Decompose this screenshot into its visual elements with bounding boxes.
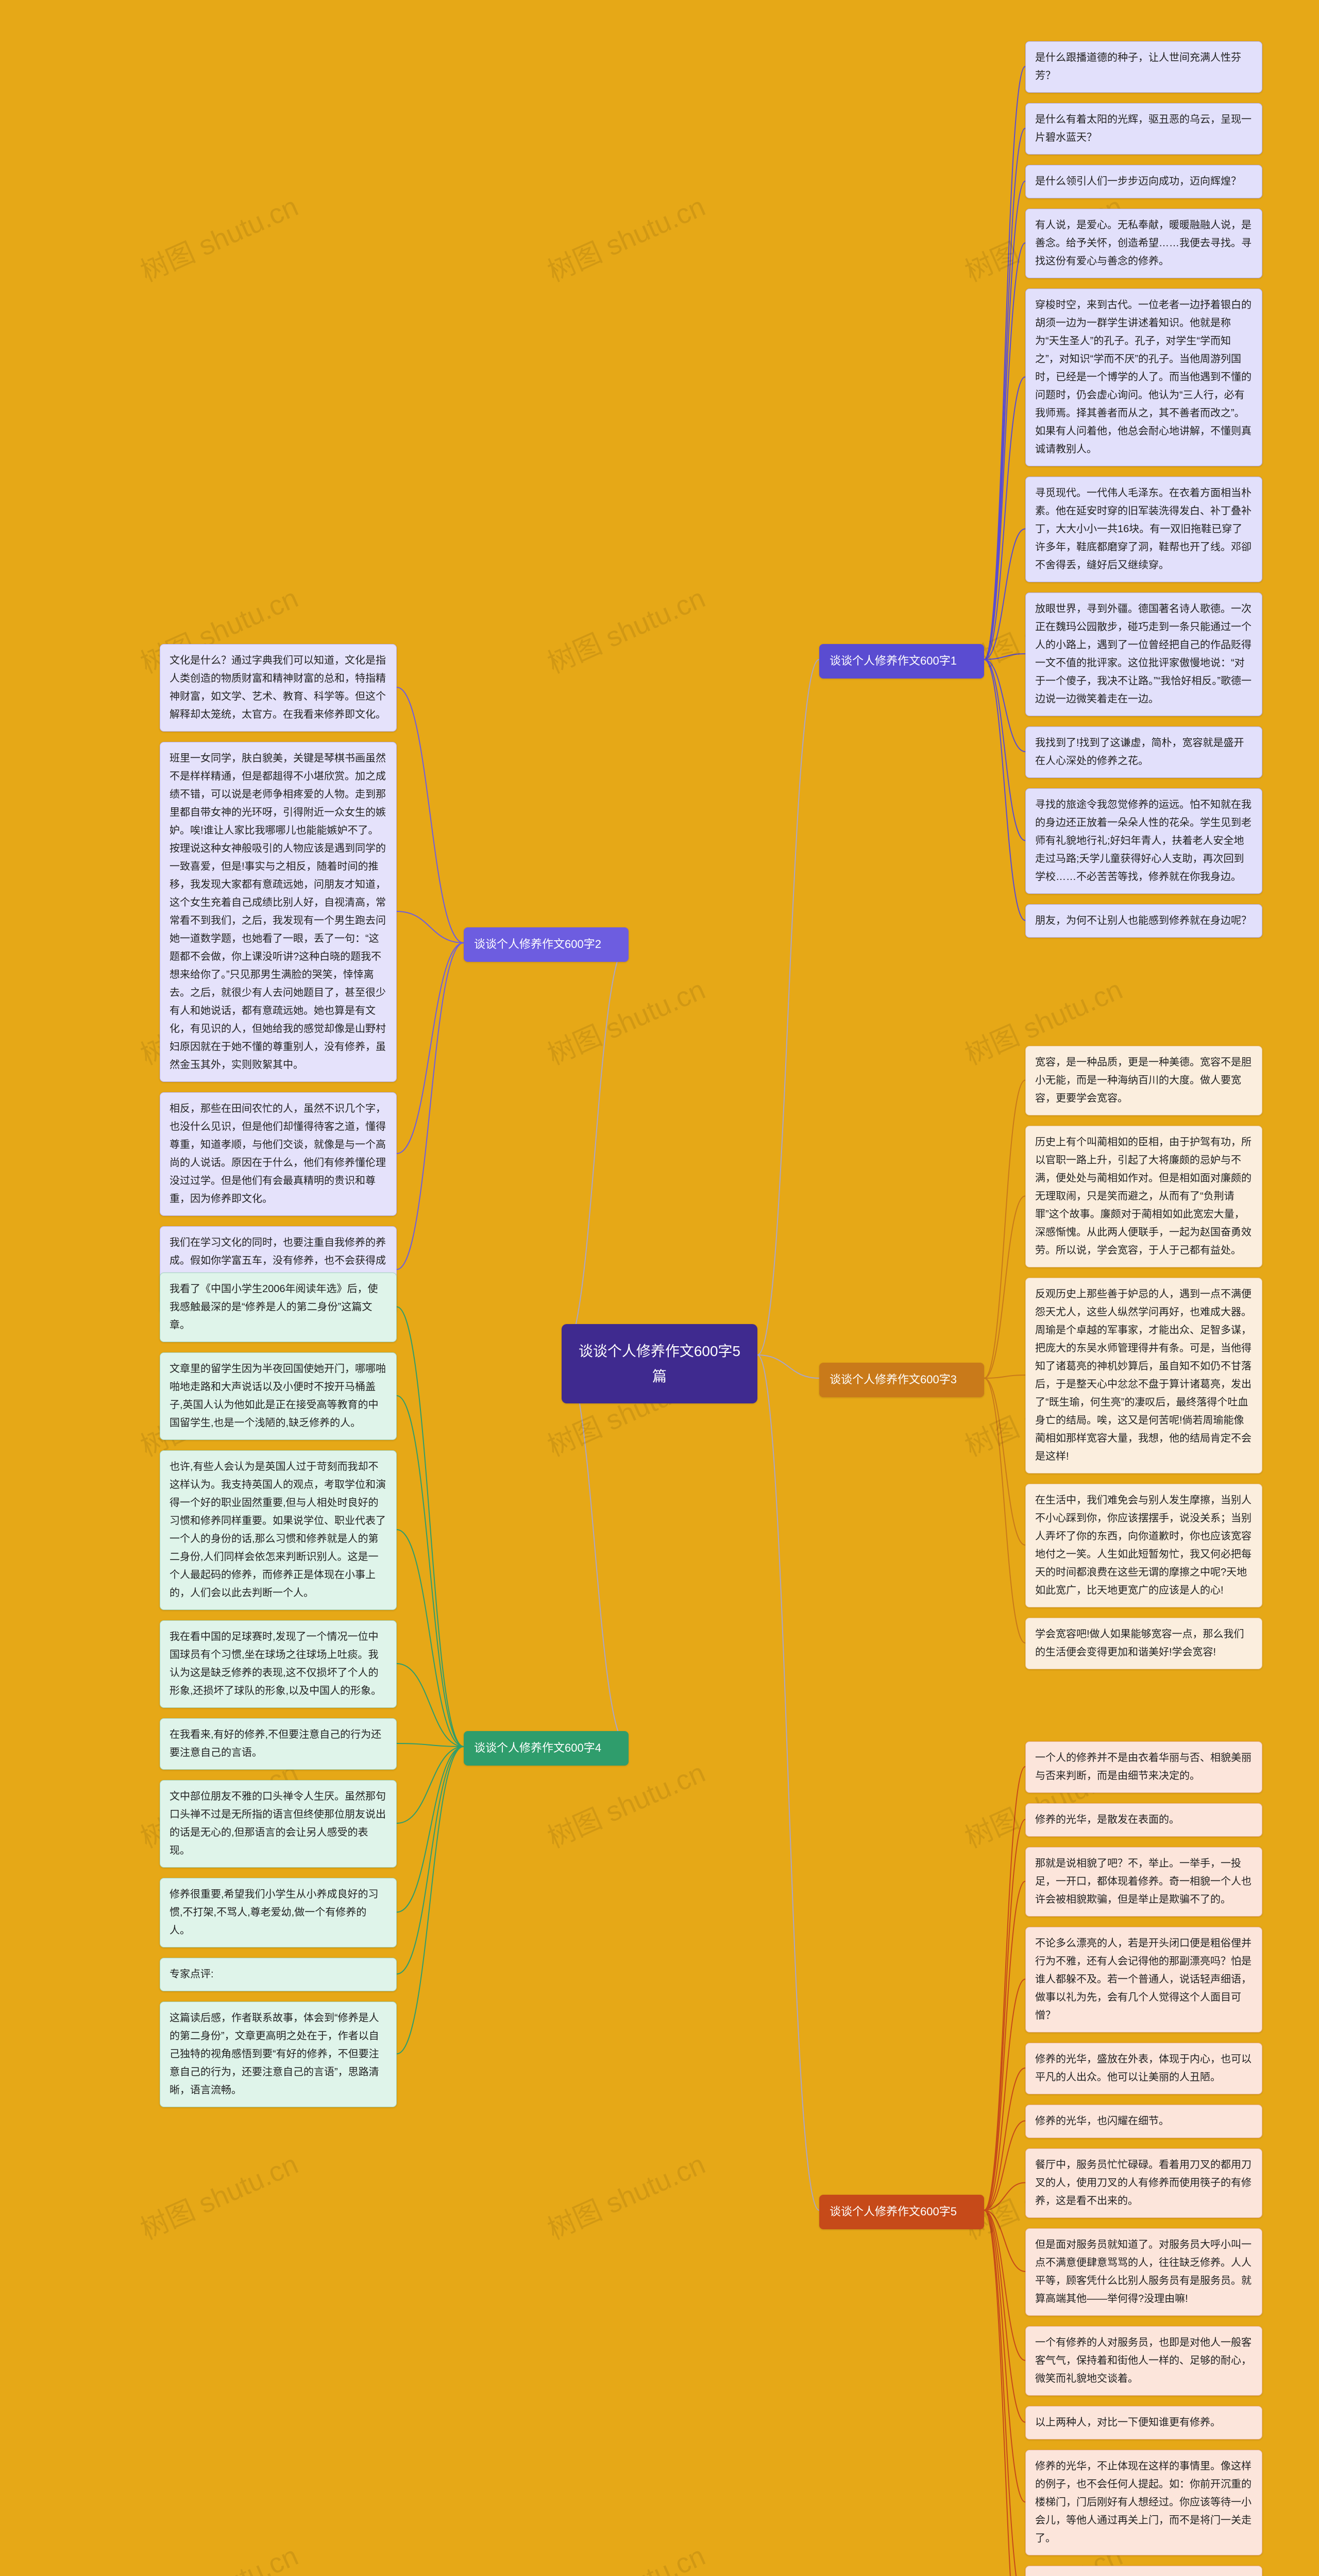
leaf-node: 相反，那些在田间农忙的人，虽然不识几个字，也没什么见识，但是他们却懂得待客之道，… xyxy=(160,1092,397,1216)
leaf-node: 文化是什么？通过字典我们可以知道，文化是指人类创造的物质财富和精神财富的总和，特… xyxy=(160,644,397,732)
leaf-node: 宽容，是一种品质，更是一种美德。宽容不是胆小无能，而是一种海纳百川的大度。做人要… xyxy=(1025,1046,1262,1115)
leaf-node: 修养很重要,希望我们小学生从小养成良好的习惯,不打架,不骂人,尊老爱幼,做一个有… xyxy=(160,1878,397,1947)
leaf-node: 放眼世界，寻到外疆。德国著名诗人歌德。一次正在魏玛公园散步，碰巧走到一条只能通过… xyxy=(1025,592,1262,716)
leaf-node: 有人说，是爱心。无私奉献，暖暖融融人说，是善念。给予关怀，创造希望……我便去寻找… xyxy=(1025,209,1262,278)
leaf-node: 不论多么漂亮的人，若是开头闭口便是粗俗俚并行为不雅，还有人会记得他的那副漂亮吗？… xyxy=(1025,1927,1262,2032)
leaf-node: 反观历史上那些善于妒忌的人，遇到一点不满便怨天尤人，这些人纵然学问再好，也难成大… xyxy=(1025,1278,1262,1473)
branch-node: 谈谈个人修养作文600字5 xyxy=(819,2195,984,2229)
leaf-node: 学会宽容吧!做人如果能够宽容一点，那么我们的生活便会变得更加和谐美好!学会宽容! xyxy=(1025,1618,1262,1669)
leaf-node: 是什么有着太阳的光辉，驱丑恶的乌云，呈现一片碧水蓝天？ xyxy=(1025,103,1262,155)
leaf-node: 寻觅现代。一代伟人毛泽东。在衣着方面相当朴素。他在延安时穿的旧军装洗得发白、补丁… xyxy=(1025,477,1262,582)
root-node: 谈谈个人修养作文600字5篇 xyxy=(562,1324,757,1403)
leaf-node: 也许,有些人会认为是英国人过于苛刻而我却不这样认为。我支持英国人的观点，考取学位… xyxy=(160,1450,397,1610)
watermark: 树图 shutu.cn xyxy=(540,2142,711,2247)
watermark: 树图 shutu.cn xyxy=(540,2533,711,2576)
leaf-node: 以上两种人，对比一下便知谁更有修养。 xyxy=(1025,2406,1262,2439)
leaf-node: 是什么跟播道德的种子，让人世间充满人性芬芳？ xyxy=(1025,41,1262,93)
leaf-node: 一个有修养的人对服务员，也即是对他人一般客客气气，保持着和街他人一样的、足够的耐… xyxy=(1025,2326,1262,2396)
leaf-node: 但是面对服务员就知道了。对服务员大呼小叫一点不满意便肆意骂骂的人，往往缺乏修养。… xyxy=(1025,2228,1262,2316)
leaf-node: 我看了《中国小学生2006年阅读年选》后，使我感触最深的是“修养是人的第二身份”… xyxy=(160,1273,397,1342)
branch-node: 谈谈个人修养作文600字2 xyxy=(464,927,629,962)
leaf-node: 朋友，为何不让别人也能感到修养就在身边呢？ xyxy=(1025,904,1262,938)
watermark: 树图 shutu.cn xyxy=(540,575,711,681)
leaf-node: 文章里的留学生因为半夜回国使她开门，哪哪啪啪地走路和大声说话以及小便时不按开马桶… xyxy=(160,1352,397,1440)
watermark: 树图 shutu.cn xyxy=(133,2533,303,2576)
leaf-node: 寻找的旅途令我忽觉修养的运远。怕不知就在我的身边还正放着一朵朵人性的花朵。学生见… xyxy=(1025,788,1262,894)
leaf-node: 我在看中国的足球赛时,发现了一个情况一位中国球员有个习惯,坐在球场之往球场上吐痰… xyxy=(160,1620,397,1708)
watermark: 树图 shutu.cn xyxy=(540,1750,711,1856)
watermark: 树图 shutu.cn xyxy=(540,967,711,1073)
leaf-node: 处处都有细节明明处处体现了修养。它能使人有优雅的举止，能使人有深和蔼的言语，能使… xyxy=(1025,2566,1262,2576)
watermark: 树图 shutu.cn xyxy=(133,184,303,290)
leaf-node: 历史上有个叫蔺相如的臣相，由于护驾有功，所以官职一路上升，引起了大将廉颇的忌妒与… xyxy=(1025,1126,1262,1267)
leaf-node: 在我看来,有好的修养,不但要注意自己的行为还要注意自己的言语。 xyxy=(160,1718,397,1770)
branch-node: 谈谈个人修养作文600字1 xyxy=(819,644,984,679)
branch-node: 谈谈个人修养作文600字3 xyxy=(819,1363,984,1397)
leaf-node: 穿梭时空，来到古代。一位老者一边抒着银白的胡须一边为一群学生讲述着知识。他就是称… xyxy=(1025,289,1262,466)
leaf-node: 班里一女同学，肤白貌美，关键是琴棋书画虽然不是样样精通，但是都趄得不小堪欣赏。加… xyxy=(160,742,397,1082)
leaf-node: 专家点评: xyxy=(160,1958,397,1991)
leaf-node: 修养的光华，盛放在外表，体现于内心，也可以平凡的人出众。他可以让美丽的人丑陋。 xyxy=(1025,2043,1262,2094)
leaf-node: 一个人的修养并不是由衣着华丽与否、相貌美丽与否来判断，而是由细节来决定的。 xyxy=(1025,1741,1262,1793)
leaf-node: 这篇读后感，作者联系故事，体会到“修养是人的第二身份”，文章更高明之处在于，作者… xyxy=(160,2002,397,2107)
leaf-node: 我找到了!找到了这谦虚，简朴，宽容就是盛开在人心深处的修养之花。 xyxy=(1025,726,1262,778)
leaf-node: 是什么领引人们一步步迈向成功，迈向辉煌？ xyxy=(1025,165,1262,198)
leaf-node: 餐厅中，服务员忙忙碌碌。看着用刀叉的都用刀叉的人，使用刀叉的人有修养而使用筷子的… xyxy=(1025,2148,1262,2218)
leaf-node: 修养的光华，也闪耀在细节。 xyxy=(1025,2105,1262,2138)
leaf-node: 在生活中，我们难免会与别人发生摩擦，当别人不小心踩到你，你应该摆摆手，说没关系；… xyxy=(1025,1484,1262,1607)
leaf-node: 修养的光华，是散发在表面的。 xyxy=(1025,1803,1262,1837)
branch-node: 谈谈个人修养作文600字4 xyxy=(464,1731,629,1766)
leaf-node: 文中部位朋友不雅的口头禅令人生厌。虽然那句口头禅不过是无所指的语言但终使那位朋友… xyxy=(160,1780,397,1868)
mindmap-canvas: 树图 shutu.cn 树图 shutu.cn 树图 shutu.cn 树图 shut… xyxy=(0,0,1319,2576)
watermark: 树图 shutu.cn xyxy=(133,2142,303,2247)
leaf-node: 那就是说相貌了吧？不，举止。一举手，一投足，一开口，都体现着修养。奇一相貌一个人… xyxy=(1025,1847,1262,1917)
leaf-node: 修养的光华，不止体现在这样的事情里。像这样的例子，也不会任何人提起。如：你前开沉… xyxy=(1025,2450,1262,2555)
watermark: 树图 shutu.cn xyxy=(540,184,711,290)
